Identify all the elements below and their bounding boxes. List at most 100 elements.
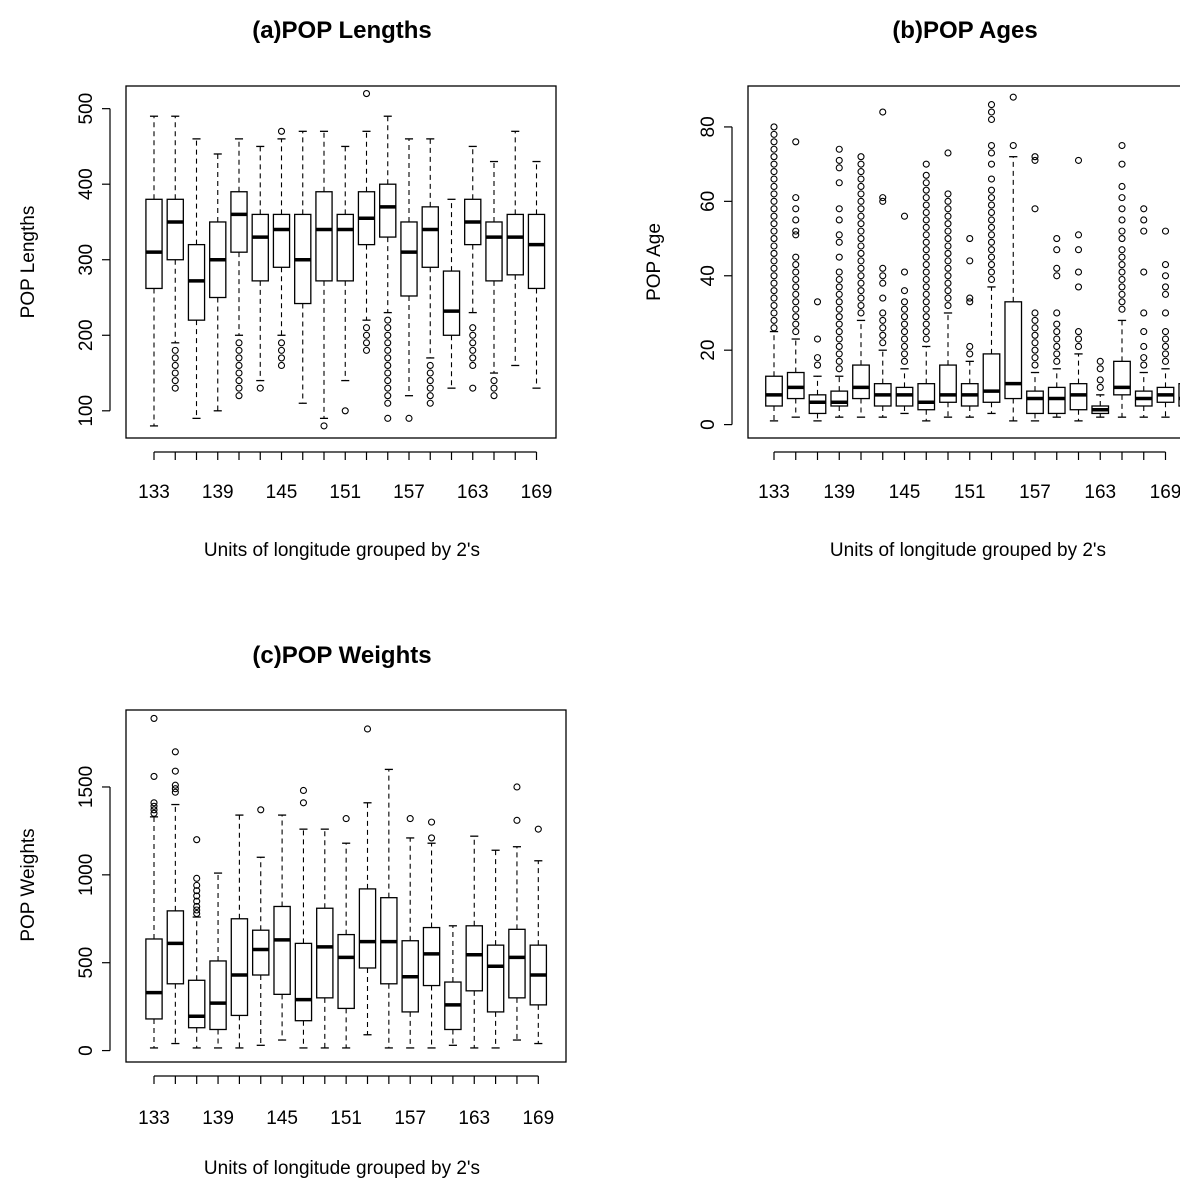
outlier-point	[384, 331, 392, 339]
outlier-point	[835, 283, 843, 291]
outlier-point	[406, 815, 414, 823]
outlier-point	[1140, 216, 1148, 224]
outlier-point	[384, 354, 392, 362]
outlier-point	[857, 249, 865, 257]
box-iqr	[1026, 390, 1044, 415]
panel-c-x-tick-label: 133	[138, 1108, 170, 1129]
outlier-point	[490, 377, 498, 385]
outlier-point	[987, 268, 996, 276]
outlier-point	[770, 257, 778, 265]
outlier-point	[384, 339, 392, 347]
outlier-point	[770, 190, 778, 198]
outlier-point	[835, 231, 843, 239]
box-iqr	[273, 905, 291, 995]
outlier-point	[171, 748, 179, 756]
box-iqr	[917, 383, 936, 411]
panel-a-box-159	[421, 138, 439, 407]
outlier-point	[792, 320, 800, 328]
outlier-point	[770, 316, 778, 324]
outlier-point	[1053, 246, 1061, 254]
outlier-point	[1096, 365, 1104, 373]
outlier-point	[490, 384, 498, 392]
outlier-point	[987, 149, 996, 157]
outlier-point	[835, 305, 843, 313]
box-iqr	[1113, 360, 1131, 396]
panel-b-box-undefined	[1178, 383, 1180, 407]
outlier-point	[1140, 268, 1148, 276]
outlier-point	[1161, 290, 1170, 298]
outlier-point	[362, 346, 371, 354]
outlier-point	[1031, 331, 1039, 339]
outlier-point	[900, 342, 909, 351]
box-iqr	[1047, 386, 1066, 415]
outlier-point	[235, 346, 243, 354]
outlier-point	[384, 346, 392, 354]
outlier-point	[1053, 264, 1061, 272]
outlier-point	[900, 313, 909, 321]
outlier-point	[362, 331, 371, 339]
panel-b-box-147	[917, 160, 936, 422]
outlier-point	[966, 235, 974, 243]
outlier-point	[1053, 350, 1061, 358]
outlier-point	[1161, 350, 1170, 358]
panel-a-box-143	[251, 145, 269, 392]
outlier-point	[469, 339, 477, 347]
outlier-point	[256, 384, 264, 392]
outlier-point	[770, 153, 778, 161]
panel-c-box-149	[316, 828, 334, 1049]
outlier-point	[922, 305, 930, 313]
outlier-point	[1161, 261, 1170, 269]
box-iqr	[272, 213, 291, 268]
outlier-point	[426, 399, 434, 407]
outlier-point	[1053, 235, 1061, 243]
outlier-point	[792, 194, 800, 202]
outlier-point	[1118, 246, 1126, 254]
panel-c-box-145	[273, 814, 291, 1041]
outlier-point	[171, 346, 179, 354]
box-iqr	[939, 364, 957, 403]
outlier-point	[922, 216, 930, 224]
outlier-point	[1118, 261, 1126, 269]
panel-a-box-133	[145, 115, 163, 427]
panel-a-y-tick-label: 300	[76, 244, 97, 276]
outlier-point	[987, 141, 996, 150]
outlier-point	[1074, 268, 1083, 276]
panel-b-x-tick-label: 133	[758, 482, 790, 503]
outlier-point	[1074, 246, 1083, 254]
panel-b-box-145	[895, 212, 914, 415]
outlier-point	[1140, 227, 1148, 235]
outlier-point	[944, 205, 952, 213]
outlier-point	[1053, 335, 1061, 343]
outlier-point	[1053, 272, 1061, 280]
panel-c-box-143	[251, 806, 270, 1046]
outlier-point	[770, 287, 778, 295]
outlier-point	[150, 806, 158, 814]
outlier-point	[1031, 309, 1039, 317]
panel-a-box-161	[442, 198, 461, 389]
outlier-point	[513, 816, 521, 824]
outlier-point	[792, 313, 800, 321]
outlier-point	[879, 294, 887, 302]
outlier-point	[987, 186, 996, 194]
panel-a-box-135	[166, 115, 184, 392]
outlier-point	[835, 342, 843, 351]
outlier-point	[534, 825, 542, 833]
box-iqr	[485, 221, 503, 282]
panel-c-x-tick-label: 145	[266, 1108, 298, 1129]
outlier-point	[1031, 354, 1039, 362]
panel-c-y-tick-label: 1500	[76, 766, 97, 808]
panel-a-x-tick-label: 169	[521, 482, 553, 503]
outlier-point	[813, 335, 822, 343]
box-iqr	[315, 191, 333, 282]
outlier-point	[469, 384, 477, 392]
outlier-point	[879, 309, 887, 317]
box-iqr	[187, 979, 206, 1029]
outlier-point	[770, 242, 778, 250]
outlier-point	[427, 818, 436, 826]
outlier-point	[362, 90, 371, 98]
outlier-point	[384, 414, 392, 422]
outlier-point	[1140, 309, 1148, 317]
panel-c-box-133	[145, 714, 163, 1049]
outlier-point	[1118, 298, 1126, 306]
panel-b-y-tick-label: 20	[698, 340, 719, 361]
